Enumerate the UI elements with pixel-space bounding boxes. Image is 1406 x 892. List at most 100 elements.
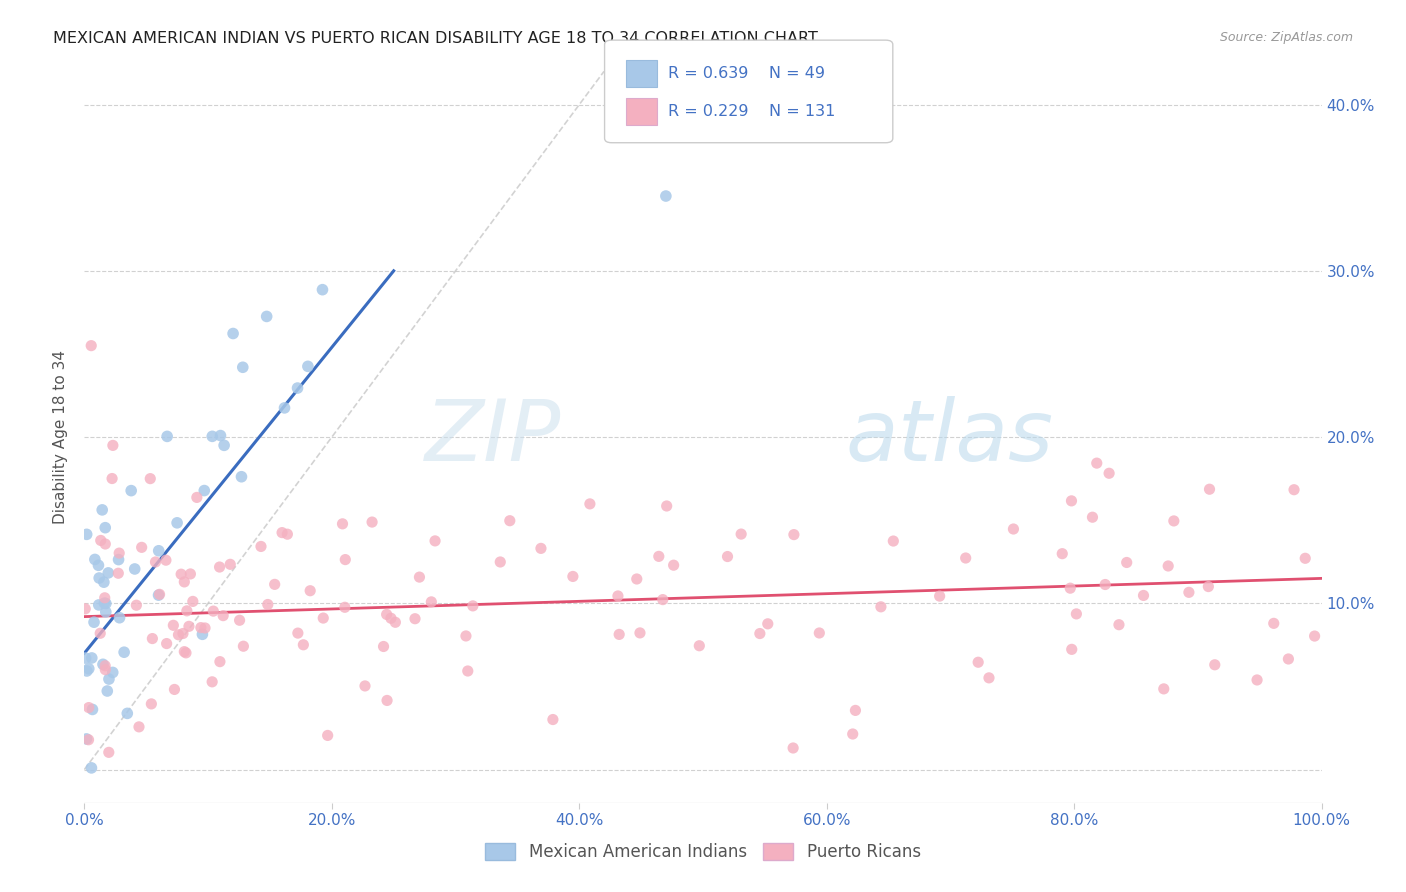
Point [1157, 558, 1180, 573]
Point [311, 283, 333, 297]
Point [89, 626, 111, 640]
Point [489, 555, 512, 569]
Point [256, 310, 278, 324]
Point [174, 646, 197, 660]
Point [179, 566, 201, 581]
Point [209, 428, 232, 442]
Point [101, 471, 124, 485]
Point [75, 651, 97, 665]
Point [101, 438, 124, 452]
Point [1081, 510, 1104, 524]
Point [76, 731, 98, 746]
Point [89, 571, 111, 585]
Point [194, 621, 217, 635]
Point [655, 499, 678, 513]
Point [125, 599, 148, 613]
Point [232, 639, 254, 653]
Point [607, 627, 630, 641]
Point [276, 527, 298, 541]
Point [361, 515, 384, 529]
Point [156, 429, 179, 443]
Point [80, 338, 103, 352]
Point [1085, 456, 1108, 470]
Point [94, 537, 117, 551]
Point [162, 618, 184, 632]
Point [131, 541, 153, 555]
Point [1294, 551, 1316, 566]
Point [201, 674, 224, 689]
Point [297, 359, 319, 374]
Point [655, 189, 678, 203]
Point [1277, 652, 1299, 666]
Point [716, 549, 738, 564]
Point [176, 604, 198, 618]
Point [212, 438, 235, 452]
Point [148, 587, 170, 601]
Point [271, 525, 294, 540]
Point [117, 706, 139, 721]
Point [384, 615, 406, 630]
Point [1108, 617, 1130, 632]
Point [97, 672, 120, 686]
Point [1060, 642, 1083, 657]
Point [87, 558, 110, 573]
Legend: Mexican American Indians, Puerto Ricans: Mexican American Indians, Puerto Ricans [478, 836, 928, 868]
Point [335, 552, 357, 566]
Point [108, 611, 131, 625]
Point [420, 595, 443, 609]
Point [94, 597, 117, 611]
Point [232, 360, 254, 375]
Point [561, 569, 583, 583]
Point [651, 592, 673, 607]
Point [1066, 607, 1088, 621]
Point [77, 700, 100, 714]
Text: ZIP: ZIP [425, 395, 561, 479]
Y-axis label: Disability Age 18 to 34: Disability Age 18 to 34 [53, 350, 69, 524]
Point [782, 741, 804, 756]
Point [76, 527, 98, 541]
Point [1197, 580, 1219, 594]
Point [1153, 681, 1175, 696]
Point [96, 684, 118, 698]
Point [688, 639, 710, 653]
Point [208, 560, 231, 574]
Point [120, 483, 142, 498]
Text: Source: ZipAtlas.com: Source: ZipAtlas.com [1219, 31, 1353, 45]
Point [212, 608, 235, 623]
Point [287, 626, 309, 640]
Point [1059, 581, 1081, 595]
Point [163, 682, 186, 697]
Point [783, 527, 806, 541]
Point [273, 401, 295, 415]
Point [139, 472, 162, 486]
Point [93, 575, 115, 590]
Point [94, 521, 117, 535]
Point [1115, 556, 1137, 570]
Point [83, 552, 105, 566]
Point [648, 549, 671, 564]
Point [748, 626, 770, 640]
Point [91, 503, 114, 517]
Point [454, 629, 477, 643]
Point [1198, 482, 1220, 496]
Point [190, 621, 212, 635]
Point [870, 599, 893, 614]
Point [231, 469, 253, 483]
Point [967, 655, 990, 669]
Point [76, 664, 98, 678]
Point [173, 574, 195, 589]
Text: R = 0.229    N = 131: R = 0.229 N = 131 [668, 104, 835, 119]
Point [156, 636, 179, 650]
Text: R = 0.639    N = 49: R = 0.639 N = 49 [668, 66, 825, 80]
Point [191, 627, 214, 641]
Point [1204, 657, 1226, 672]
Point [1132, 589, 1154, 603]
Point [928, 589, 950, 603]
Point [333, 600, 356, 615]
Point [145, 555, 167, 569]
Point [94, 658, 117, 673]
Point [228, 613, 250, 627]
Point [408, 570, 430, 584]
Point [373, 640, 395, 654]
Point [91, 657, 114, 672]
